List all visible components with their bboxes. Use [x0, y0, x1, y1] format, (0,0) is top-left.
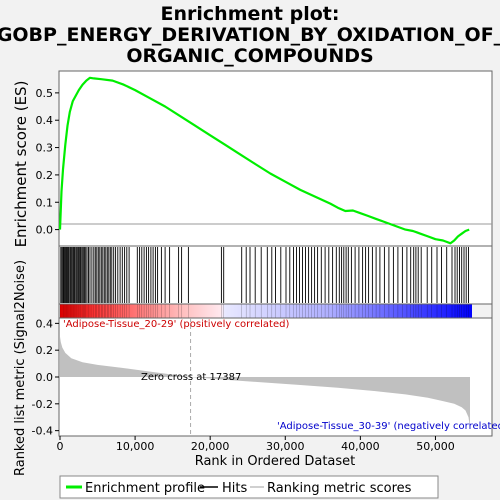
- metric-y-tick-label: 0.4: [36, 317, 54, 330]
- metric-y-tick-label: -0.2: [32, 398, 53, 411]
- es-panel: [58, 70, 493, 247]
- enrichment-profile-line: [58, 76, 470, 245]
- es-y-tick-label: 0.1: [36, 196, 54, 209]
- chart-title-line-2: GOBP_ENERGY_DERIVATION_BY_OXIDATION_OF_: [0, 24, 500, 46]
- chart-title-line-1: Enrichment plot:: [161, 3, 340, 25]
- band-hit-markers: [60, 304, 469, 318]
- rank-color-band: [60, 304, 472, 318]
- positive-correlation-label: 'Adipose-Tissue_20-29' (positively corre…: [63, 319, 289, 330]
- x-axis: 0 10,000 20,000 30,000 40,000 50,000: [57, 436, 455, 453]
- metric-y-tick-label: -0.4: [32, 425, 53, 438]
- metric-y-tick-label: 0.2: [36, 344, 54, 357]
- legend-label-ranking-metric: Ranking metric scores: [267, 481, 412, 496]
- hit-markers: [60, 247, 469, 303]
- chart-title-line-3: ORGANIC_COMPOUNDS: [126, 45, 373, 67]
- x-tick-label: 40,000: [341, 440, 380, 453]
- es-y-tick-label: 0.0: [36, 224, 54, 237]
- x-axis-label: Rank in Ordered Dataset: [195, 454, 356, 469]
- x-tick-label: 30,000: [266, 440, 305, 453]
- es-y-tick-label: 0.2: [36, 169, 54, 182]
- ranking-metric-area: [60, 336, 470, 428]
- x-tick-label: 0: [57, 440, 64, 453]
- metric-y-axis-label: Ranked list metric (Signal2Noise): [13, 260, 28, 476]
- metric-y-tick-label: 0.0: [36, 371, 54, 384]
- x-tick-label: 50,000: [416, 440, 455, 453]
- legend-box: [59, 475, 439, 499]
- legend-label-hits: Hits: [222, 481, 247, 496]
- es-y-tick-label: 0.3: [36, 142, 54, 155]
- es-y-tick-label: 0.5: [36, 87, 54, 100]
- es-y-axis: 0.0 0.1 0.2 0.3 0.4 0.5: [36, 87, 59, 237]
- es-y-axis-label: Enrichment score (ES): [12, 81, 30, 248]
- metric-y-axis: -0.4 -0.2 0.0 0.2 0.4: [32, 317, 59, 438]
- zero-cross-label: Zero cross at 17387: [141, 372, 241, 383]
- x-tick-label: 10,000: [116, 440, 155, 453]
- es-y-tick-label: 0.4: [36, 114, 54, 127]
- legend-label-enrichment-profile: Enrichment profile: [85, 481, 205, 496]
- x-tick-label: 20,000: [191, 440, 230, 453]
- negative-correlation-label: 'Adipose-Tissue_30-39' (negatively corre…: [277, 421, 500, 432]
